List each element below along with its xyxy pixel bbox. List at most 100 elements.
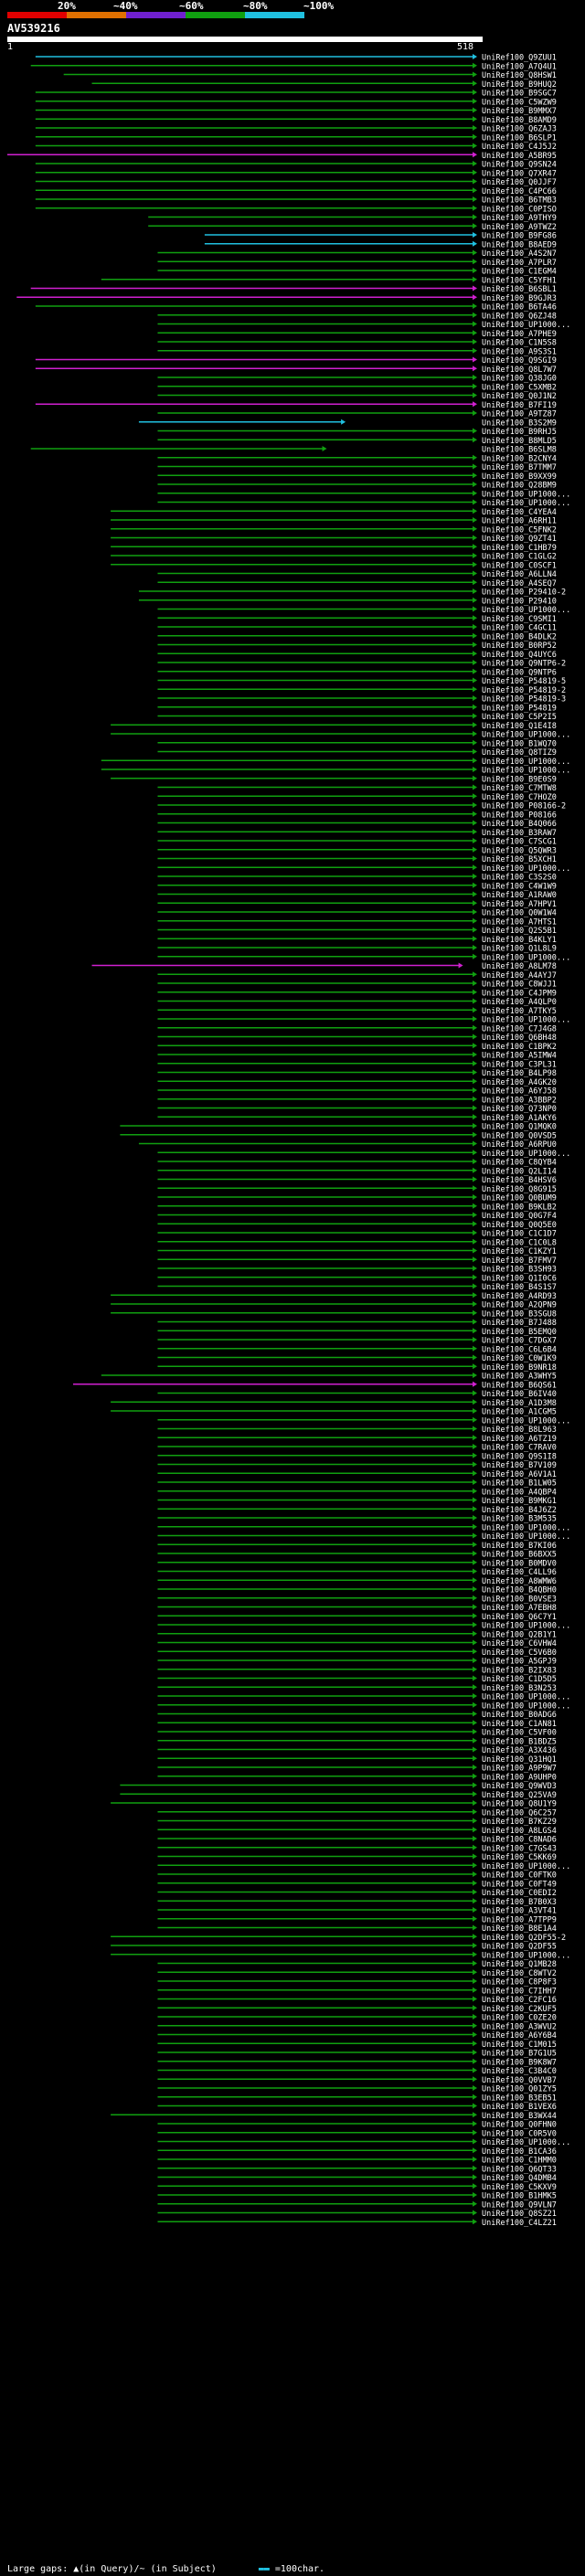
hit-label[interactable]: UniRef100_C4LZ21 xyxy=(482,2219,557,2228)
hit-label[interactable]: UniRef100_C4JPM9 xyxy=(482,989,557,998)
hit-label[interactable]: UniRef100_B9SGC7 xyxy=(482,90,557,99)
hit-label[interactable]: UniRef100_B6QS61 xyxy=(482,1381,557,1390)
hit-label[interactable]: UniRef100_Q0Q5E0 xyxy=(482,1221,557,1230)
hit-label[interactable]: UniRef100_C0W1K9 xyxy=(482,1354,557,1363)
hit-label[interactable]: UniRef100_Q28BM9 xyxy=(482,482,557,491)
hit-label[interactable]: UniRef100_C7DGX7 xyxy=(482,1337,557,1346)
hit-label[interactable]: UniRef100_A6LLN4 xyxy=(482,570,557,579)
hit-label[interactable]: UniRef100_B4Q066 xyxy=(482,820,557,829)
hit-label[interactable]: UniRef100_UP1000... xyxy=(482,1951,570,1960)
hit-label[interactable]: UniRef100_Q1MB28 xyxy=(482,1960,557,1969)
hit-label[interactable]: UniRef100_Q01ZY5 xyxy=(482,2085,557,2094)
hit-label[interactable]: UniRef100_A3X436 xyxy=(482,1746,557,1755)
hit-label[interactable]: UniRef100_B4HSV6 xyxy=(482,1176,557,1185)
hit-label[interactable]: UniRef100_C5V6B0 xyxy=(482,1648,557,1658)
hit-label[interactable]: UniRef100_C5KK69 xyxy=(482,1853,557,1862)
hit-label[interactable]: UniRef100_A3VT41 xyxy=(482,1907,557,1916)
hit-label[interactable]: UniRef100_UP1000... xyxy=(482,864,570,874)
hit-label[interactable]: UniRef100_B7KI06 xyxy=(482,1542,557,1551)
hit-label[interactable]: UniRef100_C2KUF5 xyxy=(482,2005,557,2014)
hit-label[interactable]: UniRef100_B9NR18 xyxy=(482,1363,557,1373)
hit-label[interactable]: UniRef100_B9RHJ5 xyxy=(482,428,557,437)
hit-label[interactable]: UniRef100_Q9ZT41 xyxy=(482,535,557,544)
hit-label[interactable]: UniRef100_A1D3M8 xyxy=(482,1399,557,1408)
hit-label[interactable]: UniRef100_A9THY9 xyxy=(482,214,557,223)
hit-label[interactable]: UniRef100_A7Q4U1 xyxy=(482,62,557,71)
hit-label[interactable]: UniRef100_Q25VA9 xyxy=(482,1791,557,1800)
hit-label[interactable]: UniRef100_UP1000... xyxy=(482,1701,570,1711)
hit-label[interactable]: UniRef100_C5WZW9 xyxy=(482,98,557,107)
hit-label[interactable]: UniRef100_C6L6B4 xyxy=(482,1345,557,1354)
hit-label[interactable]: UniRef100_Q9SN24 xyxy=(482,161,557,170)
hit-label[interactable]: UniRef100_B3S2M9 xyxy=(482,419,557,428)
hit-label[interactable]: UniRef100_B1VEX6 xyxy=(482,2103,557,2112)
hit-label[interactable]: UniRef100_Q1MQK0 xyxy=(482,1123,557,1132)
hit-label[interactable]: UniRef100_Q2DF55-2 xyxy=(482,1934,566,1943)
hit-label[interactable]: UniRef100_Q5QWR3 xyxy=(482,846,557,855)
hit-label[interactable]: UniRef100_B1HMK5 xyxy=(482,2192,557,2201)
hit-label[interactable]: UniRef100_A6TZ19 xyxy=(482,1435,557,1444)
hit-label[interactable]: UniRef100_UP1000... xyxy=(482,490,570,499)
hit-label[interactable]: UniRef100_C1N5S8 xyxy=(482,339,557,348)
hit-label[interactable]: UniRef100_C4LL96 xyxy=(482,1568,557,1577)
hit-label[interactable]: UniRef100_C0ZE20 xyxy=(482,2014,557,2023)
hit-label[interactable]: UniRef100_B3SH93 xyxy=(482,1266,557,1275)
hit-label[interactable]: UniRef100_Q4DMB4 xyxy=(482,2174,557,2183)
hit-label[interactable]: UniRef100_B5EMQ0 xyxy=(482,1328,557,1337)
hit-label[interactable]: UniRef100_UP1000... xyxy=(482,321,570,330)
hit-label[interactable]: UniRef100_A7TKY5 xyxy=(482,1007,557,1016)
hit-label[interactable]: UniRef100_B7FMV7 xyxy=(482,1256,557,1266)
hit-label[interactable]: UniRef100_B3M535 xyxy=(482,1515,557,1524)
hit-label[interactable]: UniRef100_UP1000... xyxy=(482,1416,570,1426)
hit-label[interactable]: UniRef100_A6Y6B4 xyxy=(482,2031,557,2041)
hit-label[interactable]: UniRef100_C8WJJ1 xyxy=(482,981,557,990)
hit-label[interactable]: UniRef100_B8L963 xyxy=(482,1426,557,1435)
hit-label[interactable]: UniRef100_C1C0L8 xyxy=(482,1238,557,1247)
hit-label[interactable]: UniRef100_Q8U1Y9 xyxy=(482,1800,557,1809)
hit-label[interactable]: UniRef100_C1KZY1 xyxy=(482,1247,557,1256)
hit-label[interactable]: UniRef100_C1HB79 xyxy=(482,544,557,553)
hit-label[interactable]: UniRef100_B4S1S7 xyxy=(482,1283,557,1292)
hit-label[interactable]: UniRef100_B7TMM7 xyxy=(482,463,557,472)
hit-label[interactable]: UniRef100_P29410 xyxy=(482,597,557,606)
hit-label[interactable]: UniRef100_C5VF00 xyxy=(482,1729,557,1738)
hit-label[interactable]: UniRef100_A1RAW0 xyxy=(482,891,557,900)
hit-label[interactable]: UniRef100_C7J4G8 xyxy=(482,1024,557,1034)
hit-label[interactable]: UniRef100_C0FTK0 xyxy=(482,1871,557,1881)
hit-label[interactable]: UniRef100_A7EBH8 xyxy=(482,1604,557,1613)
hit-label[interactable]: UniRef100_UP1000... xyxy=(482,1532,570,1542)
hit-label[interactable]: UniRef100_Q6C257 xyxy=(482,1808,557,1818)
hit-label[interactable]: UniRef100_C1GLG2 xyxy=(482,553,557,562)
hit-label[interactable]: UniRef100_B7V109 xyxy=(482,1461,557,1470)
hit-label[interactable]: UniRef100_C0SCF1 xyxy=(482,561,557,570)
hit-label[interactable]: UniRef100_A5BR95 xyxy=(482,152,557,161)
hit-label[interactable]: UniRef100_B4J6Z2 xyxy=(482,1506,557,1515)
hit-label[interactable]: UniRef100_Q6BH48 xyxy=(482,1034,557,1043)
hit-label[interactable]: UniRef100_Q2B1Y1 xyxy=(482,1630,557,1639)
hit-label[interactable]: UniRef100_A7PLR7 xyxy=(482,259,557,268)
hit-label[interactable]: UniRef100_B5XCH1 xyxy=(482,855,557,864)
hit-label[interactable]: UniRef100_P08166 xyxy=(482,811,557,820)
hit-label[interactable]: UniRef100_Q9S1I8 xyxy=(482,1452,557,1461)
hit-label[interactable]: UniRef100_Q8TIZ9 xyxy=(482,748,557,758)
hit-label[interactable]: UniRef100_C1AN81 xyxy=(482,1720,557,1729)
hit-label[interactable]: UniRef100_Q7XR47 xyxy=(482,169,557,178)
hit-label[interactable]: UniRef100_Q6C7Y1 xyxy=(482,1613,557,1622)
hit-label[interactable]: UniRef100_C6VHW4 xyxy=(482,1639,557,1648)
hit-label[interactable]: UniRef100_C8WTV2 xyxy=(482,1969,557,1978)
hit-label[interactable]: UniRef100_A3WVU2 xyxy=(482,2022,557,2031)
hit-label[interactable]: UniRef100_Q0VVB7 xyxy=(482,2076,557,2085)
hit-label[interactable]: UniRef100_A3BBP2 xyxy=(482,1096,557,1105)
hit-label[interactable]: UniRef100_UP1000... xyxy=(482,767,570,776)
hit-label[interactable]: UniRef100_A8WMW6 xyxy=(482,1577,557,1586)
hit-label[interactable]: UniRef100_UP1000... xyxy=(482,1693,570,1702)
hit-label[interactable]: UniRef100_Q0VSD5 xyxy=(482,1131,557,1140)
hit-label[interactable]: UniRef100_B0VSE3 xyxy=(482,1595,557,1604)
hit-label[interactable]: UniRef100_A1AKY6 xyxy=(482,1114,557,1123)
hit-label[interactable]: UniRef100_C7IHH7 xyxy=(482,1987,557,1996)
hit-label[interactable]: UniRef100_UP1000... xyxy=(482,1016,570,1025)
hit-label[interactable]: UniRef100_B1BDZ5 xyxy=(482,1737,557,1746)
hit-label[interactable]: UniRef100_B6SLP1 xyxy=(482,133,557,143)
hit-label[interactable]: UniRef100_UP1000... xyxy=(482,1150,570,1159)
hit-label[interactable]: UniRef100_C8QYB4 xyxy=(482,1159,557,1168)
